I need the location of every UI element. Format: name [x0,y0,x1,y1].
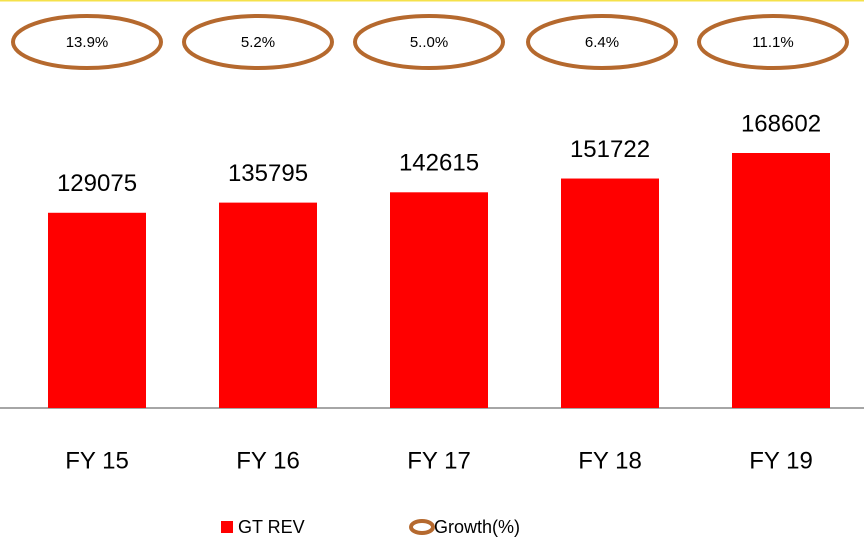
growth-ellipse [697,14,849,70]
value-label: 168602 [741,110,821,137]
value-label: 129075 [57,170,137,197]
growth-ellipse [11,14,163,70]
bar [561,178,659,408]
x-tick-label: FY 17 [407,447,471,474]
growth-label: 5.2% [241,34,275,51]
growth-label: 11.1% [752,34,793,51]
bar [390,192,488,408]
growth-ellipse [182,14,334,70]
growth-ellipse [353,14,505,70]
legend-swatch [409,519,435,535]
value-label: 135795 [228,160,308,187]
x-tick-label: FY 19 [749,447,813,474]
growth-ellipse [526,14,678,70]
value-label: 142615 [399,150,479,177]
growth-label: 13.9% [66,34,109,51]
legend-swatch [221,521,233,533]
x-tick-label: FY 18 [578,447,642,474]
x-tick-label: FY 15 [65,447,129,474]
bar [219,202,317,408]
growth-label: 6.4% [585,34,619,51]
x-tick-label: FY 16 [236,447,300,474]
legend-label: Growth(%) [434,517,520,537]
bar [48,212,146,408]
growth-label: 5..0% [410,34,448,51]
bar [732,153,830,408]
value-label: 151722 [570,136,650,163]
legend-label: GT REV [238,517,305,537]
